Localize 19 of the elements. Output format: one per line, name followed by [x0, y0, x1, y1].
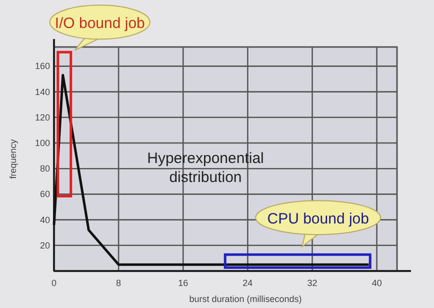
annotation: I/O bound job [54, 15, 145, 32]
y-tick-label: 140 [34, 86, 50, 97]
y-tick-label: 120 [34, 112, 50, 122]
x-axis-title: burst duration (milliseconds) [189, 294, 302, 304]
x-tick-label: 32 [307, 278, 318, 288]
y-tick-label: 80 [40, 164, 50, 174]
y-axis-title: frequency [8, 138, 18, 179]
line-series [52, 74, 370, 266]
y-tick-label: 60 [40, 189, 50, 200]
x-tick-label: 0 [51, 278, 57, 288]
y-tick-label: 100 [34, 138, 50, 148]
x-tick-label: 16 [178, 278, 188, 288]
annotation: CPU bound job [267, 210, 369, 228]
y-tick-label: 40 [40, 214, 50, 225]
y-tick-label: 160 [34, 61, 50, 72]
x-tick-label: 24 [242, 278, 253, 288]
x-tick-label: 8 [116, 278, 122, 288]
y-tick-label: 20 [40, 240, 50, 250]
x-tick-label: 40 [372, 278, 382, 288]
